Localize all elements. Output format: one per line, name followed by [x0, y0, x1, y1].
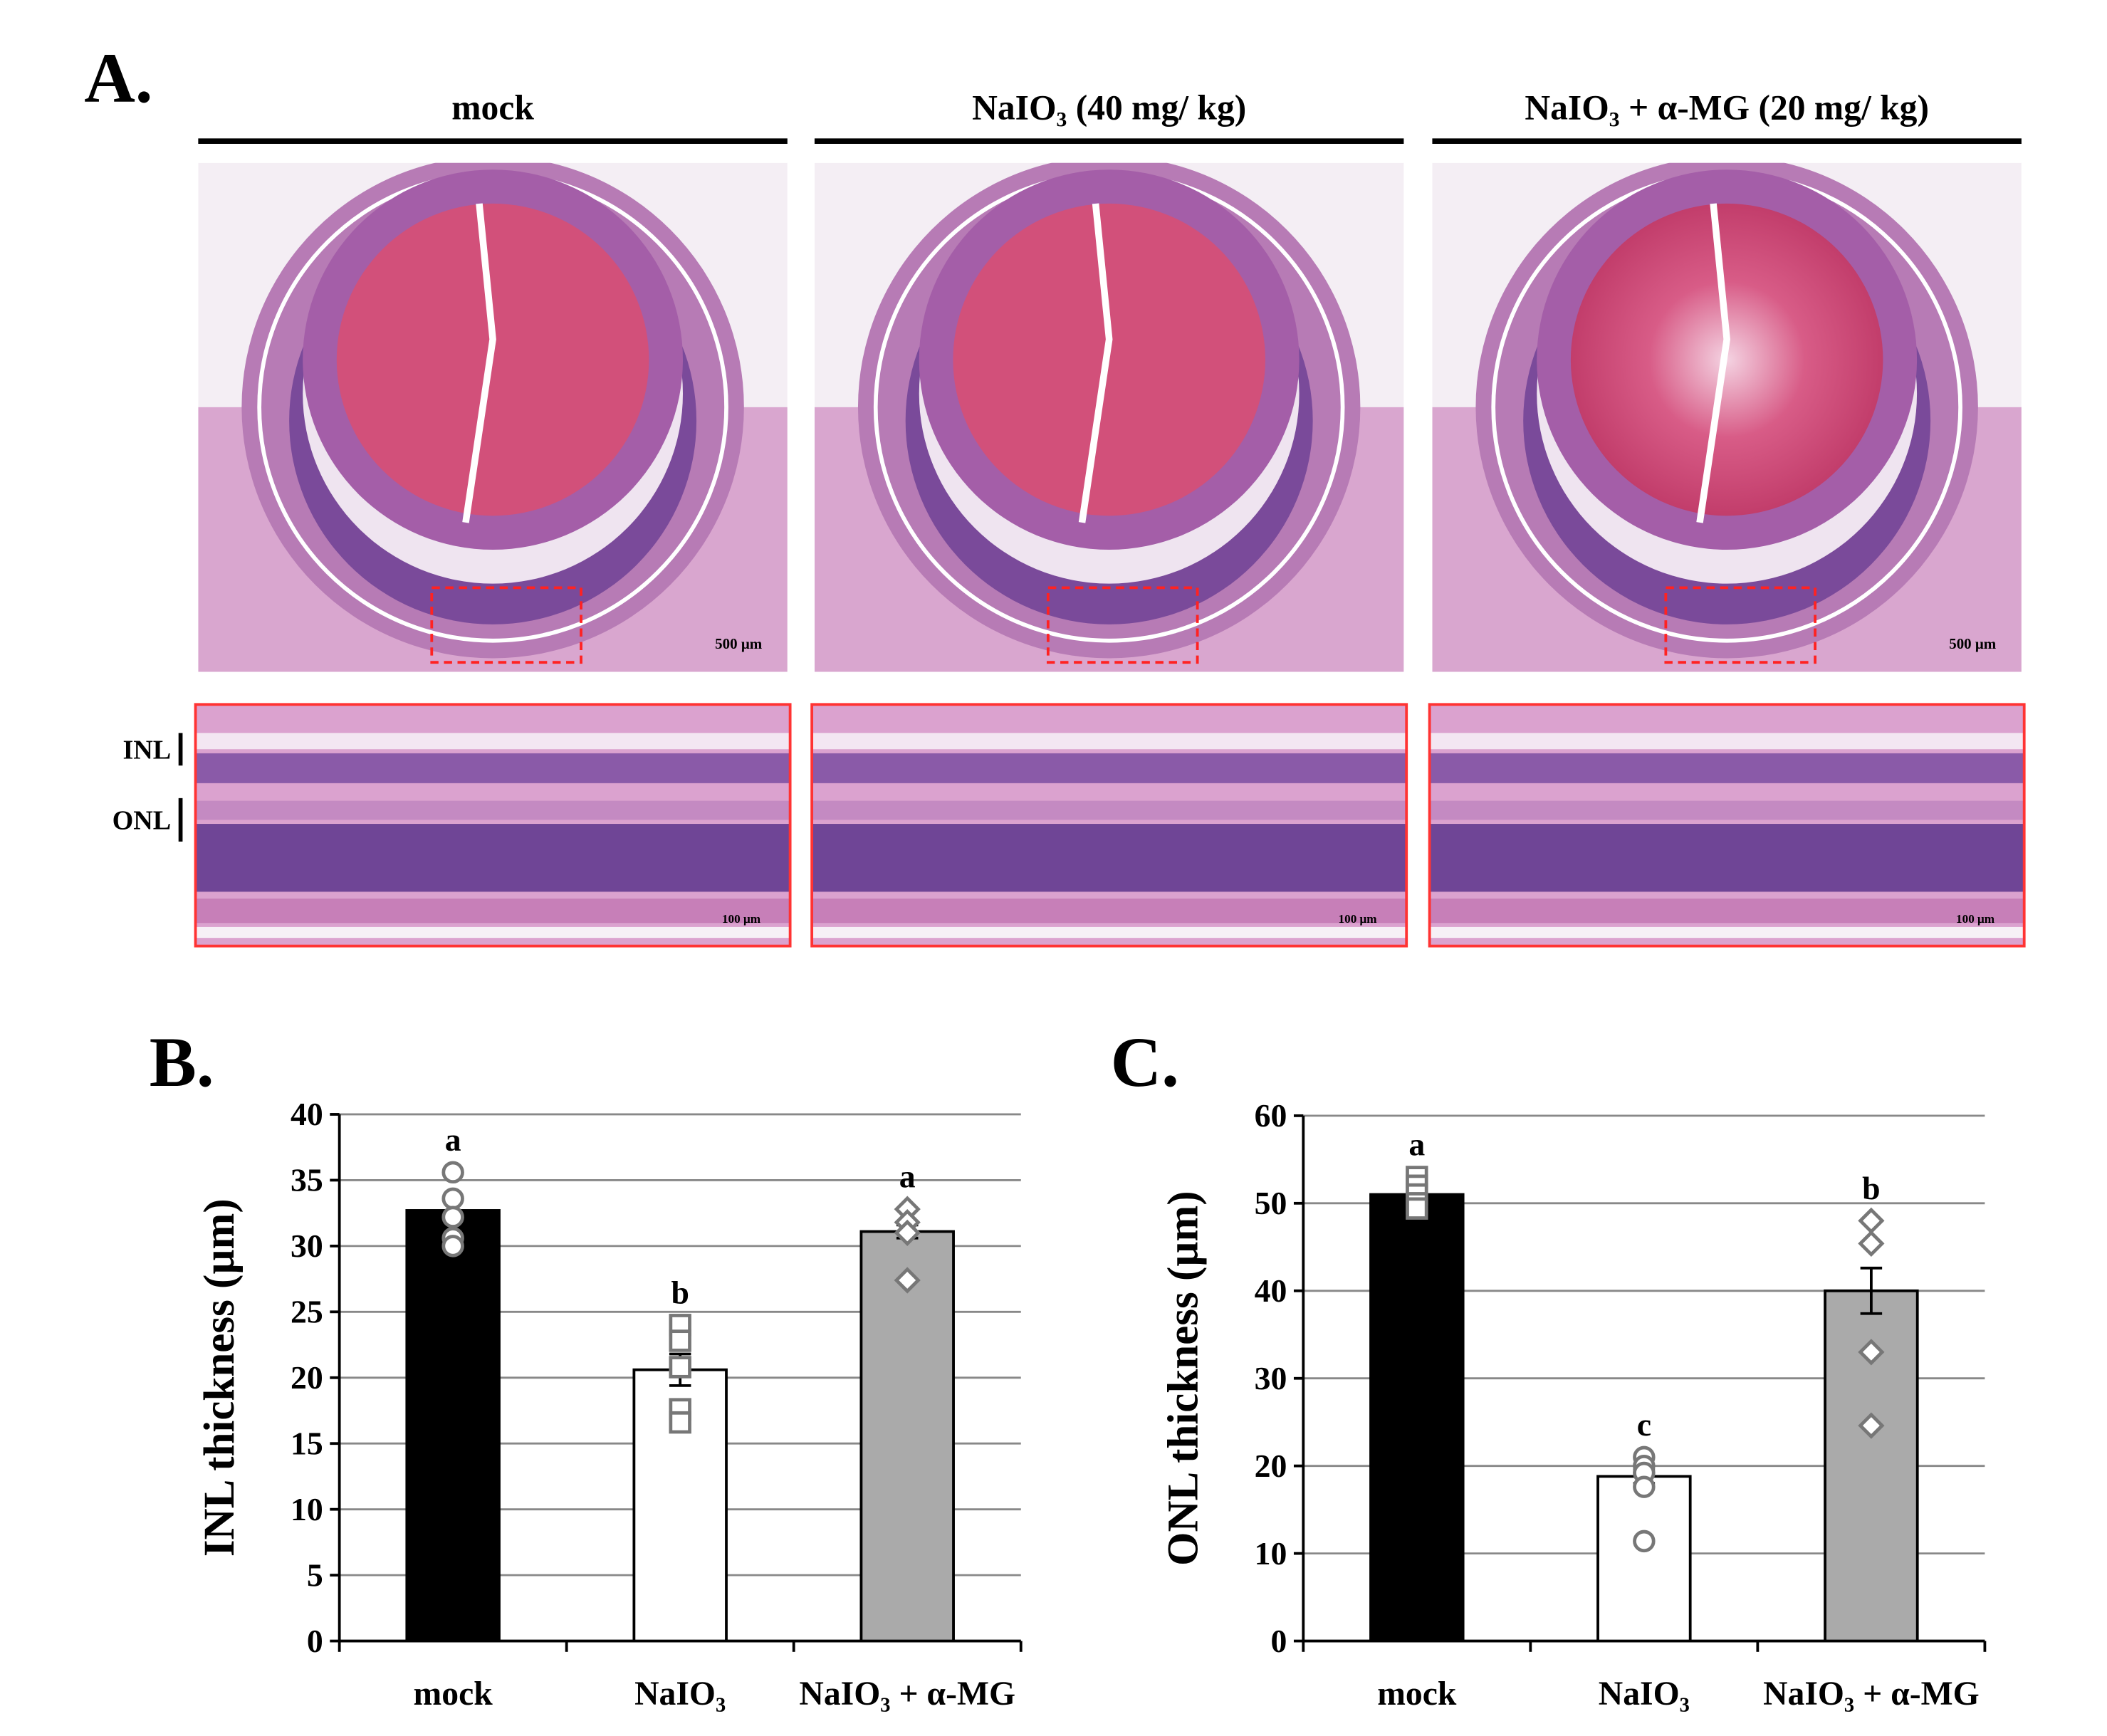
y-axis-label: INL thickness (µm): [196, 1198, 244, 1557]
lens-crack: [1078, 203, 1113, 523]
significance-letter: b: [671, 1274, 689, 1310]
data-point: [894, 1219, 921, 1246]
data-point: [1633, 1530, 1656, 1553]
scale-label: 500 μm: [715, 635, 763, 652]
bar: [1596, 1475, 1692, 1643]
eye-image: [814, 162, 1404, 672]
layer-band: [812, 898, 1407, 924]
layer-band: [1429, 800, 2024, 820]
significance-letter: c: [1637, 1406, 1651, 1443]
x-tick-label: mock: [1377, 1675, 1457, 1713]
column-title: NaIO₃ (40 mg/ kg): [972, 88, 1246, 127]
y-tick-label: 30: [291, 1228, 323, 1264]
layer-band: [812, 753, 1407, 783]
y-tick-label: 20: [291, 1359, 323, 1396]
layer-band: [195, 898, 790, 924]
data-point: [1858, 1339, 1885, 1366]
x-tick-label: NaIO₃ + α-MG: [1763, 1675, 1980, 1713]
zoom-image: [1429, 704, 2024, 946]
data-point: [441, 1187, 464, 1211]
significance-letter: a: [899, 1159, 916, 1195]
layer-band: [812, 926, 1407, 938]
zoom-box: [1046, 586, 1199, 664]
layer-band: [195, 733, 790, 750]
x-tick-label: NaIO₃ + α-MG: [799, 1675, 1015, 1713]
data-point: [1858, 1412, 1885, 1439]
layer-band: [1429, 898, 2024, 924]
scale-label: 100 μm: [1339, 912, 1377, 926]
y-tick-label: 10: [1255, 1535, 1287, 1572]
data-point: [669, 1356, 691, 1379]
y-tick-label: 15: [291, 1425, 323, 1461]
panel-label: B.: [150, 1024, 214, 1102]
zoom-image: [812, 704, 1407, 946]
y-tick-label: 20: [1255, 1448, 1287, 1484]
column-title: mock: [451, 88, 534, 127]
x-tick-label: NaIO₃: [1599, 1675, 1690, 1713]
error-bar: [1860, 1266, 1883, 1315]
layer-band: [812, 733, 1407, 750]
y-tick-label: 40: [291, 1096, 323, 1132]
significance-letter: a: [445, 1121, 461, 1158]
column-title: NaIO₃ + α-MG (20 mg/ kg): [1525, 88, 1929, 127]
panel-label: A.: [84, 40, 152, 117]
significance-letter: a: [1408, 1126, 1425, 1162]
layer-band: [1429, 753, 2024, 783]
data-point: [441, 1235, 464, 1257]
layer-band: [1429, 733, 2024, 750]
data-point: [1406, 1197, 1428, 1220]
scale-label: 100 μm: [1956, 912, 1994, 926]
layer-band: [812, 824, 1407, 892]
layer-band: [1429, 824, 2024, 892]
bar: [859, 1230, 955, 1643]
zoom-frame: [810, 703, 1408, 948]
y-axis-label: ONL thickness (µm): [1160, 1191, 1208, 1566]
scale-label: 500 μm: [1949, 635, 1997, 652]
layer-band: [812, 800, 1407, 820]
data-point: [441, 1161, 464, 1184]
zoom-frame: [194, 703, 792, 948]
x-tick-label: NaIO₃: [634, 1675, 726, 1713]
data-point: [1858, 1207, 1885, 1235]
data-point: [1633, 1475, 1656, 1498]
data-point: [441, 1206, 464, 1228]
y-tick-label: 0: [1271, 1623, 1287, 1659]
eye-image: [1432, 162, 2022, 672]
significance-letter: b: [1862, 1170, 1880, 1206]
panel-label: C.: [1111, 1024, 1179, 1102]
zoom-box: [430, 586, 582, 664]
lens-crack: [1696, 203, 1730, 523]
data-point: [669, 1411, 691, 1434]
zoom-box: [1664, 586, 1816, 664]
scale-label: 100 μm: [722, 912, 760, 926]
y-tick-label: 35: [291, 1162, 323, 1198]
eye-image: [198, 162, 788, 672]
y-tick-label: 40: [1255, 1272, 1287, 1309]
bar: [405, 1209, 501, 1643]
data-point: [669, 1329, 691, 1352]
layer-band: [195, 800, 790, 820]
lens-crack: [462, 203, 496, 523]
y-tick-label: 30: [1255, 1360, 1287, 1396]
y-tick-label: 5: [307, 1557, 323, 1593]
layer-band: [195, 753, 790, 783]
layer-label: ONL: [113, 806, 172, 836]
bar: [1369, 1193, 1465, 1643]
layer-band: [195, 926, 790, 938]
y-tick-label: 10: [291, 1491, 323, 1527]
x-tick-label: mock: [414, 1675, 493, 1713]
zoom-image: [195, 704, 790, 946]
y-tick-label: 0: [307, 1623, 323, 1659]
layer-band: [1429, 926, 2024, 938]
zoom-frame: [1428, 703, 2026, 948]
y-tick-label: 25: [291, 1294, 323, 1330]
y-tick-label: 60: [1255, 1097, 1287, 1134]
data-point: [894, 1267, 921, 1294]
y-tick-label: 50: [1255, 1185, 1287, 1221]
data-point: [1858, 1230, 1885, 1257]
layer-label: INL: [122, 736, 171, 765]
layer-band: [195, 824, 790, 892]
